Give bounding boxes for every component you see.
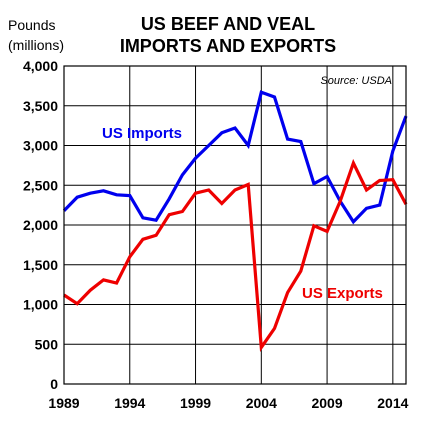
x-tick-label: 2014 (377, 395, 408, 411)
y-tick-label: 2,500 (23, 177, 58, 193)
series-label-exports: US Exports (302, 285, 383, 302)
source-note: Source: USDA (320, 75, 392, 87)
y-axis-unit-line-1: Pounds (8, 17, 55, 33)
series-label-imports: US Imports (102, 125, 182, 142)
gridlines (63, 65, 406, 385)
series-line-exports (63, 158, 408, 352)
y-tick-label: 2,000 (23, 217, 58, 233)
x-tick-label: 1989 (48, 395, 79, 411)
plot-area (62, 65, 408, 385)
y-tick-label: 500 (35, 336, 59, 352)
y-axis-unit-line-2: (millions) (8, 37, 64, 53)
x-tick-label: 2004 (246, 395, 277, 411)
y-tick-label: 3,500 (23, 98, 58, 114)
chart-title-line-2: IMPORTS AND EXPORTS (120, 36, 336, 56)
series-line-imports (62, 90, 408, 225)
series-lines (62, 90, 408, 352)
x-tick-label: 1994 (114, 395, 145, 411)
y-tick-label: 4,000 (23, 58, 58, 74)
y-tick-label: 1,500 (23, 257, 58, 273)
x-tick-label: 2009 (311, 395, 342, 411)
y-axis-tick-labels: 0 500 1,000 1,500 2,000 2,500 3,000 3,500 4,000 (23, 58, 58, 392)
x-tick-label: 1999 (180, 395, 211, 411)
y-tick-label: 3,000 (23, 138, 58, 154)
plot-frame (63, 65, 407, 385)
chart-title-line-1: US BEEF AND VEAL (141, 14, 315, 34)
x-axis-tick-labels: 1989 1994 1999 2004 2009 2014 (48, 395, 408, 411)
y-tick-label: 0 (50, 376, 58, 392)
y-tick-label: 1,000 (23, 297, 58, 313)
